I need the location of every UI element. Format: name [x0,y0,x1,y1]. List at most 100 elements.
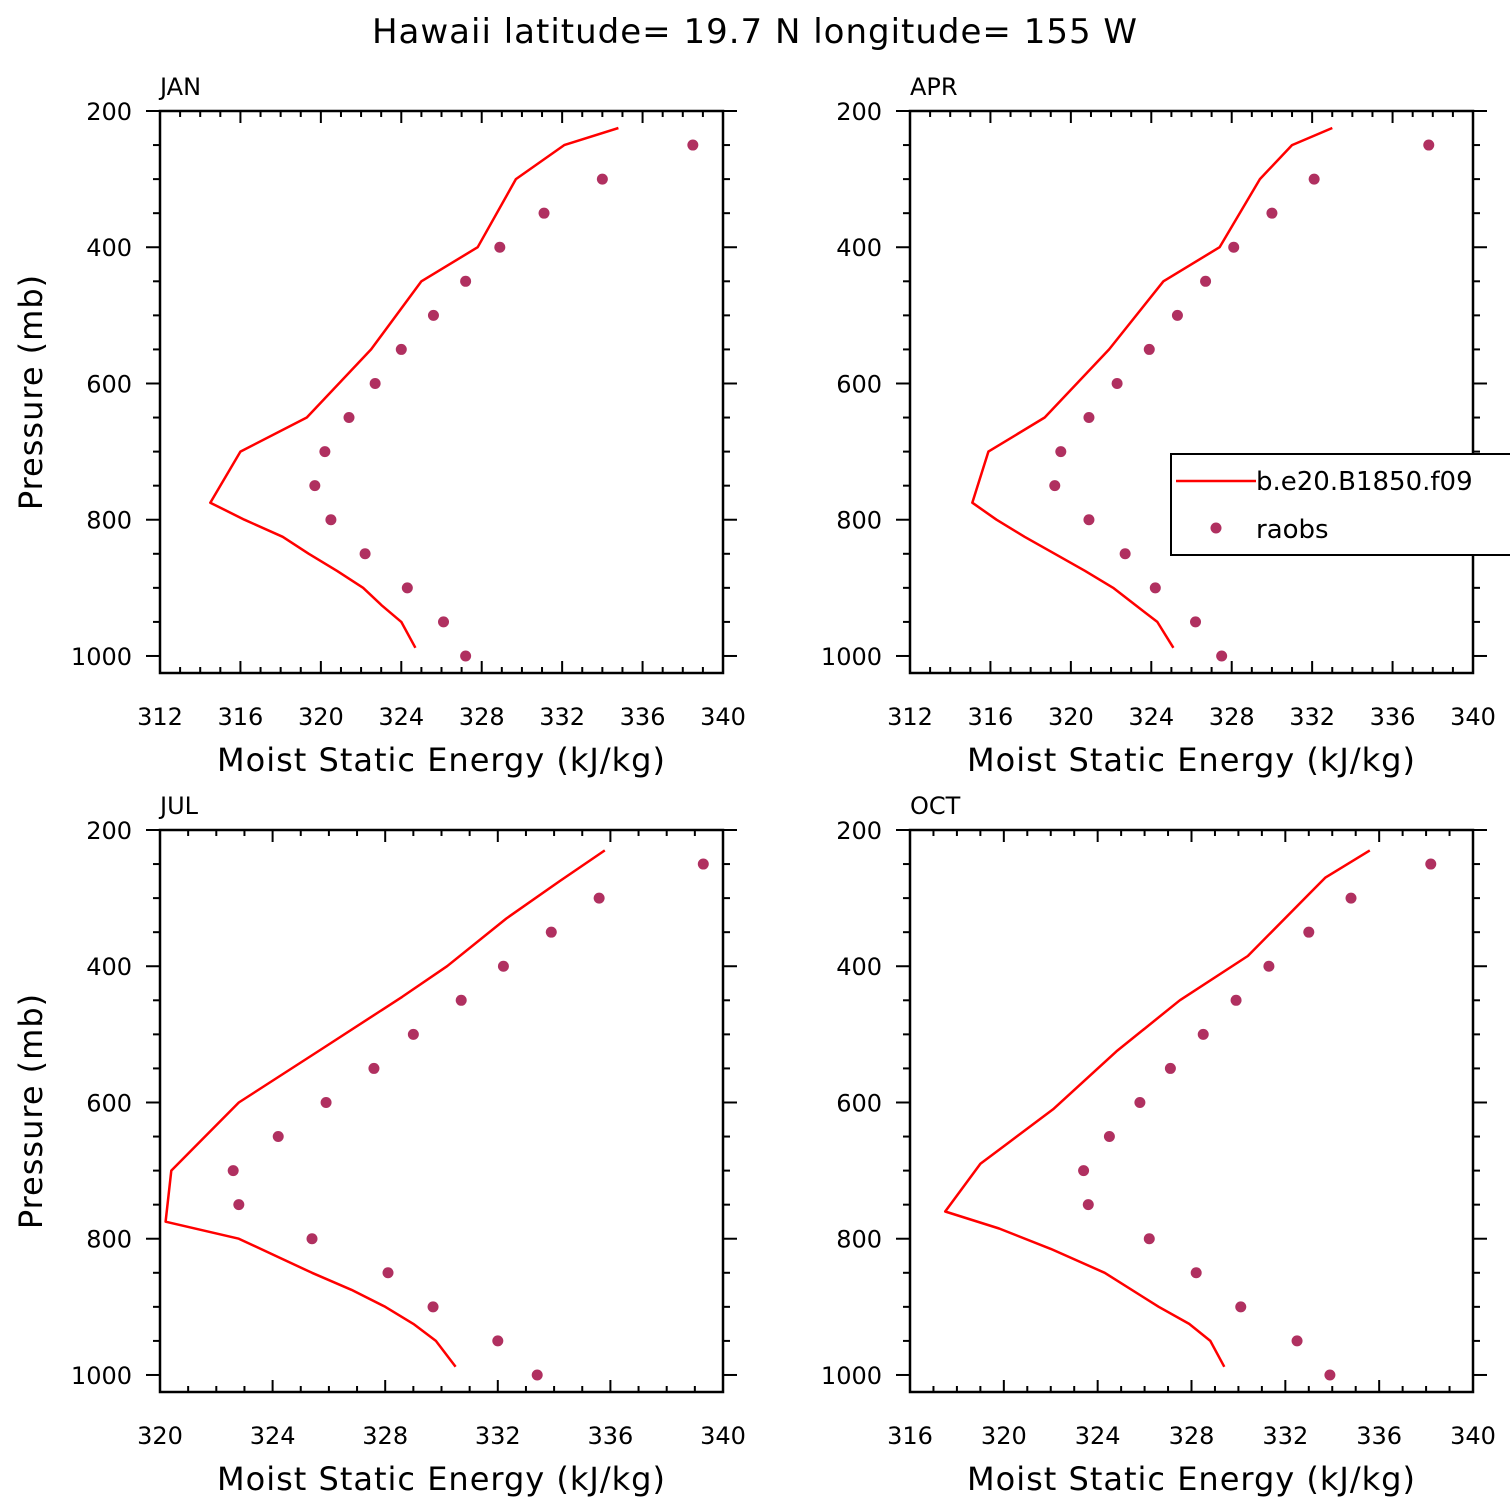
raobs-point [1119,548,1131,560]
y-tick-label: 1000 [71,1362,132,1390]
x-axis-title: Moist Static Energy (kJ/kg) [967,1460,1416,1498]
x-tick-label: 328 [1209,703,1255,731]
raobs-point [1345,892,1357,904]
chart-main-title: Hawaii latitude= 19.7 N longitude= 155 W [371,12,1139,52]
raobs-point [227,1165,239,1177]
x-tick-label: 340 [700,703,746,731]
y-tick-label: 400 [86,953,132,981]
panel-jul: 320 324 328 332 336 340 200 400 600 800 1000 JUL Moi… [12,792,746,1498]
raobs-point [697,858,709,870]
x-tick-label: 320 [298,703,344,731]
panel-month-label: OCT [910,792,961,820]
raobs-point [427,1301,439,1313]
plot-frame [158,109,725,675]
raobs-point [538,207,550,219]
y-tick-label: 200 [836,817,882,845]
x-tick-label: 332 [1262,1422,1308,1450]
y-tick-label: 600 [86,1089,132,1117]
raobs-point [1216,650,1228,662]
y-tick-label: 800 [836,1226,882,1254]
raobs-point [325,514,337,526]
raobs-point [1190,616,1202,628]
raobs-point [1055,446,1067,458]
x-tick-label: 340 [1450,703,1496,731]
raobs-point [1083,412,1095,424]
raobs-point [1303,926,1315,938]
raobs-point [687,139,699,151]
x-tick-label: 324 [1128,703,1174,731]
raobs-point [1083,514,1095,526]
x-axis-title: Moist Static Energy (kJ/kg) [217,741,666,779]
x-tick-label: 332 [475,1422,521,1450]
raobs-point [1324,1369,1336,1381]
legend-label-model: b.e20.B1850.f09 [1256,467,1473,497]
raobs-point [272,1131,284,1143]
y-tick-label: 600 [836,1089,882,1117]
raobs-point [1049,480,1061,492]
raobs-point [1197,1028,1209,1040]
y-tick-label: 400 [836,234,882,262]
raobs-point [1291,1335,1303,1347]
panel-jan: 312 316 320 324 328 332 336 340 200 400 600 800 1000… [12,73,746,779]
raobs-point [359,548,371,560]
panel-oct: 316 320 324 328 332 336 340 200 400 600 800 1000 OCT… [821,792,1496,1498]
raobs-point [1423,139,1435,151]
raobs-point [494,241,506,253]
raobs-point [1228,241,1240,253]
y-axis-title: Pressure (mb) [12,993,50,1229]
raobs-point [1164,1062,1176,1074]
y-tick-label: 600 [86,370,132,398]
plot-frame [908,109,1475,675]
y-tick-label: 200 [86,98,132,126]
x-tick-label: 324 [378,703,424,731]
raobs-point [1263,960,1275,972]
raobs-point [320,1096,332,1108]
raobs-point [382,1267,394,1279]
raobs-point [1308,173,1320,185]
y-tick-label: 800 [836,507,882,535]
raobs-point [1425,858,1437,870]
y-tick-label: 800 [86,507,132,535]
y-tick-label: 400 [836,953,882,981]
x-tick-label: 320 [981,1422,1027,1450]
raobs-point [1103,1131,1115,1143]
raobs-point [593,892,605,904]
x-tick-label: 324 [250,1422,296,1450]
x-tick-label: 336 [1356,1422,1402,1450]
raobs-point [1111,377,1123,389]
raobs-point [460,650,472,662]
x-axis-title: Moist Static Energy (kJ/kg) [217,1460,666,1498]
raobs-point [401,582,413,594]
y-tick-label: 200 [86,817,132,845]
x-axis-title: Moist Static Energy (kJ/kg) [967,741,1416,779]
raobs-point [233,1199,245,1211]
y-tick-label: 800 [86,1226,132,1254]
y-tick-label: 200 [836,98,882,126]
raobs-point [1171,309,1183,321]
x-tick-label: 336 [587,1422,633,1450]
legend-dot-swatch [1210,522,1222,534]
panel-apr: 312 316 320 324 328 332 336 340 200 400 600 800 1000… [821,73,1510,779]
y-tick-label: 1000 [821,1362,882,1390]
x-tick-label: 312 [887,703,933,731]
raobs-point [455,994,467,1006]
raobs-point [309,480,321,492]
y-tick-label: 600 [836,370,882,398]
raobs-point [596,173,608,185]
x-tick-label: 336 [1370,703,1416,731]
x-tick-label: 328 [459,703,505,731]
raobs-point [319,446,331,458]
raobs-point [1143,343,1155,355]
x-tick-label: 332 [539,703,585,731]
raobs-point [427,309,439,321]
plot-frame [158,828,725,1394]
x-tick-label: 316 [218,703,264,731]
raobs-point [1266,207,1278,219]
x-tick-label: 316 [887,1422,933,1450]
model-series-line [971,126,1333,649]
plot-frame [908,828,1475,1394]
x-tick-label: 332 [1289,703,1335,731]
x-tick-label: 340 [1450,1422,1496,1450]
raobs-point [1200,275,1212,287]
raobs-point [306,1233,318,1245]
